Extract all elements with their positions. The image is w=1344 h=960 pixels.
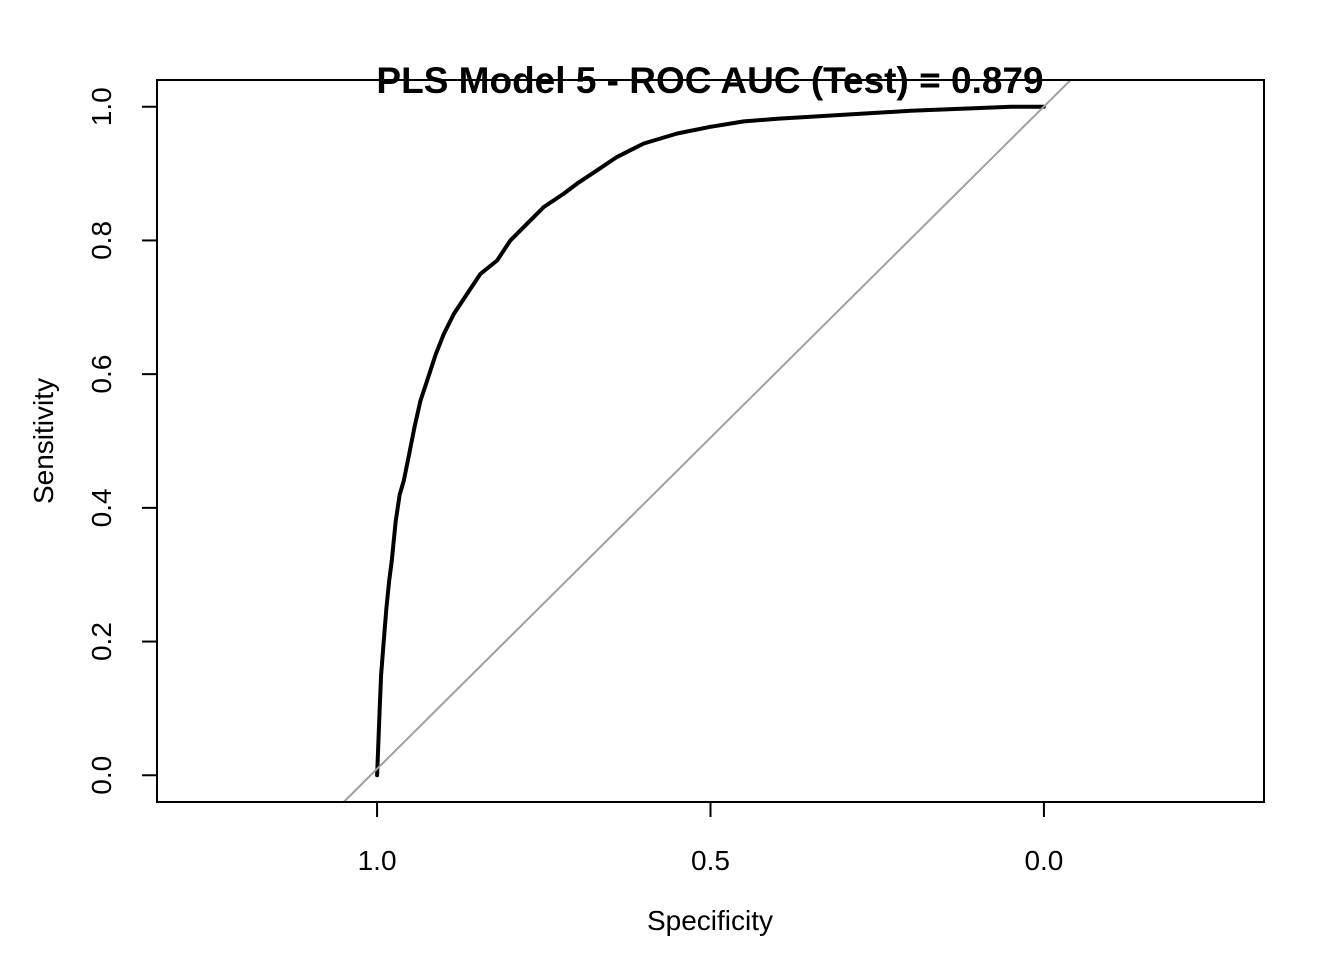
y-axis: 0.0 0.2 0.4 0.6 0.8 1.0 — [86, 87, 158, 795]
x-tick-label: 0.0 — [1024, 845, 1063, 876]
y-tick-label: 0.0 — [86, 756, 117, 795]
chart-title: PLS Model 5 - ROC AUC (Test) = 0.879 — [376, 60, 1043, 101]
roc-curve-line — [375, 104, 1046, 778]
plot-frame — [156, 79, 1265, 803]
y-tick-label: 0.6 — [86, 355, 117, 394]
y-tick-label: 0.4 — [86, 488, 117, 527]
y-axis-label: Sensitivity — [28, 378, 59, 504]
x-tick-label: 1.0 — [358, 845, 397, 876]
y-tick-label: 1.0 — [86, 87, 117, 126]
plot-content — [342, 80, 1072, 802]
x-axis: 1.0 0.5 0.0 — [358, 801, 1063, 876]
x-tick-label: 0.5 — [691, 845, 730, 876]
y-tick-label: 0.8 — [86, 221, 117, 260]
x-axis-label: Specificity — [647, 905, 773, 936]
y-tick-label: 0.2 — [86, 622, 117, 661]
reference-diagonal-line — [342, 80, 1072, 802]
